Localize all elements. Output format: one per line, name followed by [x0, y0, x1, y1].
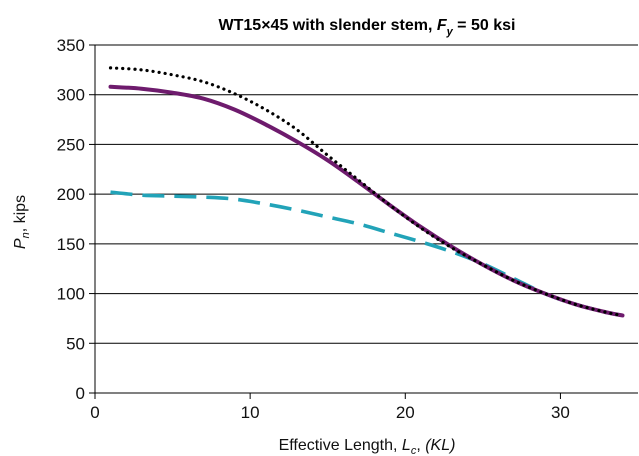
- x-tick-label: 10: [241, 403, 260, 422]
- y-tick-label: 300: [57, 86, 85, 105]
- plot-area: [108, 66, 625, 318]
- y-tick-label: 350: [57, 36, 85, 55]
- series-line-dotted: [108, 66, 625, 318]
- x-tick-label: 30: [551, 403, 570, 422]
- series-line-dashed: [110, 190, 623, 318]
- y-tick-label: 200: [57, 185, 85, 204]
- y-axis-label: Pn, kips: [12, 195, 32, 249]
- chart-title: WT15×45 with slender stem, Fy = 50 ksi: [219, 17, 516, 38]
- y-tick-label: 100: [57, 285, 85, 304]
- y-tick-label: 0: [76, 384, 85, 403]
- x-axis-label: Effective Length, Lc, (KL): [279, 437, 456, 456]
- series-line-solid: [108, 84, 625, 318]
- x-tick-label: 0: [90, 403, 99, 422]
- y-tick-label: 150: [57, 235, 85, 254]
- y-tick-label: 250: [57, 135, 85, 154]
- x-tick-label: 20: [396, 403, 415, 422]
- axes: 0 50 100 150 200 250 300 350 0 10 20 30: [57, 36, 638, 422]
- y-tick-label: 50: [66, 334, 85, 353]
